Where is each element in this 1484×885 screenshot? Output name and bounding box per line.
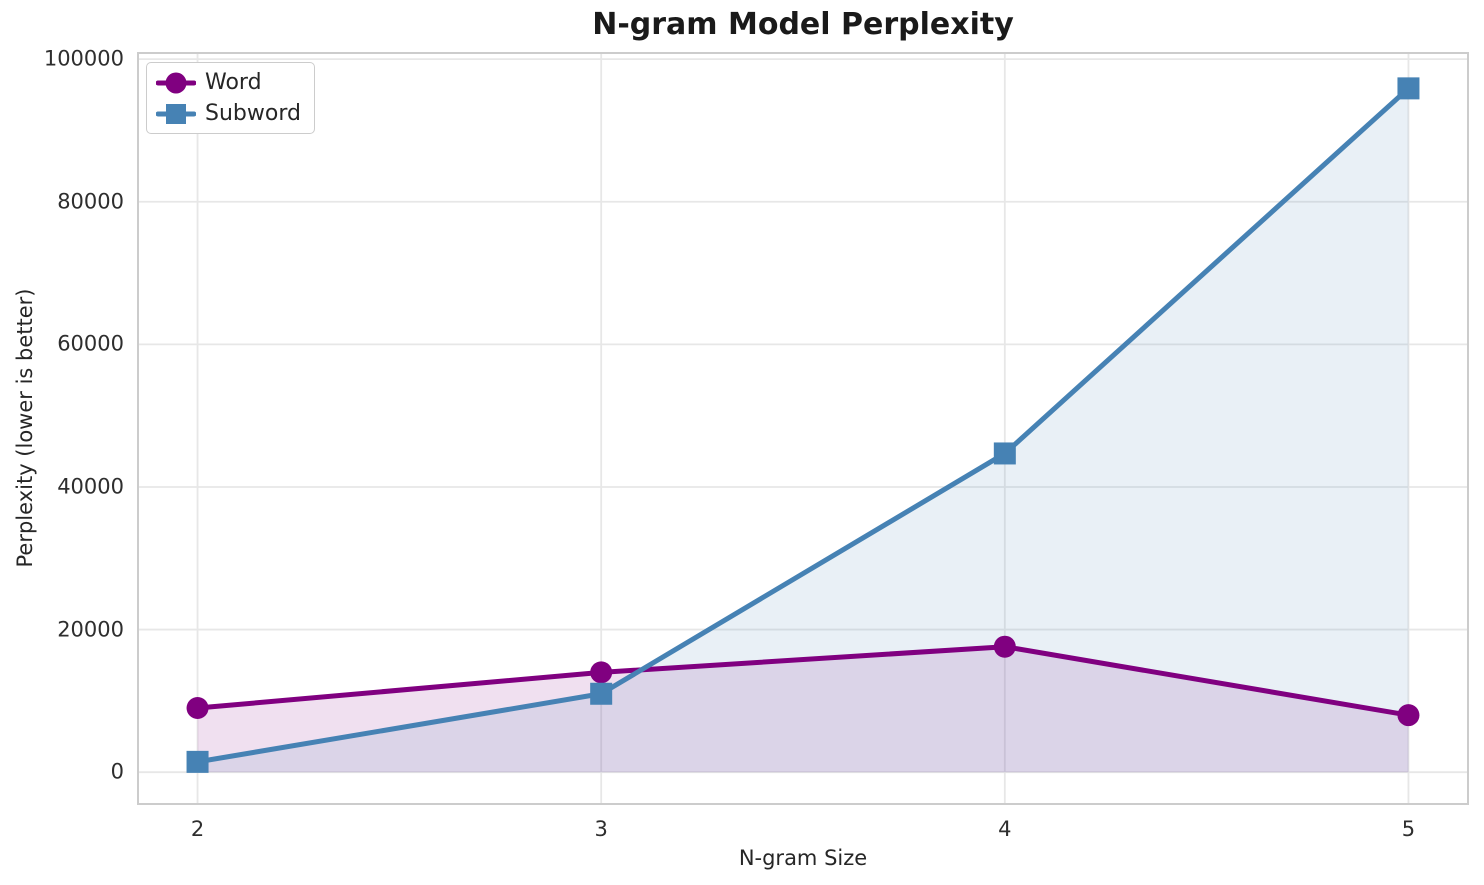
area-subword: [197, 88, 1409, 773]
y-tick-label: 0: [110, 759, 124, 784]
marker-word: [993, 635, 1016, 658]
y-tick-label: 60000: [57, 331, 124, 356]
y-tick-labels: 0 20000 40000 60000 80000 100000: [0, 0, 124, 885]
x-axis-label: N-gram Size: [738, 846, 868, 870]
y-tick-label: 40000: [57, 474, 124, 499]
legend: Word Subword: [146, 62, 315, 134]
legend-label: Subword: [205, 101, 301, 126]
marker-word: [1397, 704, 1420, 727]
plot-area: [137, 52, 1469, 805]
x-tick-label: 5: [1401, 817, 1416, 841]
chart-title: N-gram Model Perplexity: [592, 7, 1014, 42]
x-tick-label: 2: [190, 817, 205, 841]
marker-subword: [1397, 77, 1420, 100]
marker-word: [590, 661, 613, 684]
y-tick-label: 80000: [57, 189, 124, 214]
circle-marker-icon: [156, 72, 196, 93]
line-subword: [195, 85, 1411, 765]
legend-item-word: Word: [156, 67, 301, 98]
y-tick-label: 20000: [57, 617, 124, 642]
square-marker-icon: [156, 103, 196, 124]
x-tick-label: 3: [594, 817, 608, 841]
marker-word: [186, 697, 209, 720]
area-word: [197, 646, 1409, 773]
marker-subword: [590, 682, 613, 705]
axes-spines: [137, 52, 1469, 805]
x-tick-label: 4: [998, 817, 1012, 841]
marker-subword: [186, 750, 209, 773]
line-word: [195, 644, 1411, 718]
marker-subword: [993, 442, 1016, 465]
y-tick-label: 100000: [43, 46, 124, 71]
legend-item-subword: Subword: [156, 98, 301, 129]
legend-label: Word: [205, 70, 262, 95]
